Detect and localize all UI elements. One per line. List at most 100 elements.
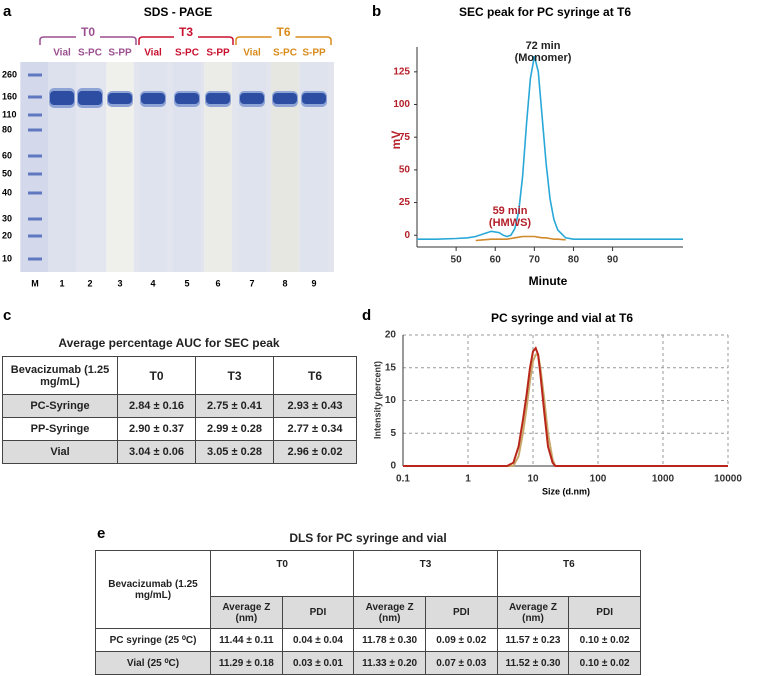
y-tick-label: 25 <box>399 197 411 208</box>
bracket-gap <box>174 33 198 41</box>
marker-label: 20 <box>2 230 12 240</box>
table-row: PP-Syringe 2.90 ± 0.37 2.99 ± 0.28 2.77 ± 0… <box>2 417 357 441</box>
header-cell: T0 <box>117 356 196 395</box>
table-cell: 3.05 ± 0.28 <box>195 440 274 464</box>
marker-label: 110 <box>2 109 17 119</box>
lane-number: 6 <box>215 278 220 288</box>
x-tick-label: 10000 <box>714 474 742 485</box>
annotation: 59 min <box>493 205 528 217</box>
y-tick-label: 0 <box>390 461 396 472</box>
series-line <box>417 56 683 240</box>
lane-number: 5 <box>184 278 189 288</box>
lane-number: 4 <box>150 278 155 288</box>
lane-number: 9 <box>311 278 316 288</box>
marker-label: 80 <box>2 124 12 134</box>
x-tick-label: 70 <box>529 255 541 266</box>
table-c: Average percentage AUC for SEC peak Bevac… <box>2 333 357 464</box>
y-tick-label: 50 <box>399 165 411 176</box>
subheader-cell: Average Z (nm) <box>210 596 283 629</box>
x-tick-label: 100 <box>590 474 607 485</box>
ladder-band <box>28 217 42 221</box>
table-cell: PP-Syringe <box>2 417 118 441</box>
gel-band <box>78 91 102 105</box>
lane-label: Vial <box>243 48 261 59</box>
x-tick-label: 10 <box>527 474 539 485</box>
ladder-band <box>28 73 42 77</box>
y-tick-label: 0 <box>404 230 410 241</box>
series-line <box>403 346 728 467</box>
subheader-cell: PDI <box>281 596 355 629</box>
lane-label: S-PP <box>302 48 326 59</box>
gel-lane <box>21 62 49 272</box>
annotation: (Monomer) <box>515 52 572 64</box>
y-tick-label: 75 <box>399 132 411 143</box>
table-cell: 11.33 ± 0.20 <box>353 651 426 675</box>
table-cell: 2.90 ± 0.37 <box>117 417 196 441</box>
y-tick-label: 10 <box>385 395 397 406</box>
gel-band <box>175 93 199 104</box>
lane-number: 2 <box>87 278 92 288</box>
table-row: PC-Syringe 2.84 ± 0.16 2.75 ± 0.41 2.93 ± 0… <box>2 394 357 418</box>
lane-number: 1 <box>59 278 64 288</box>
lane-number: 7 <box>249 278 254 288</box>
table-cell: 11.78 ± 0.30 <box>353 628 426 652</box>
table-cell: Vial <box>2 440 118 464</box>
table-cell: 0.04 ± 0.04 <box>281 628 355 652</box>
gel-band <box>108 93 132 104</box>
table-row: PC syringe (25 ⁰C) 11.44 ± 0.11 0.04 ± 0.0… <box>95 628 641 652</box>
marker-label: 60 <box>2 150 12 160</box>
table-cell: 0.03 ± 0.01 <box>281 651 355 675</box>
gel-band <box>302 93 326 104</box>
table-cell: 0.10 ± 0.02 <box>568 628 641 652</box>
y-tick-label: 125 <box>393 66 410 77</box>
lane-number: M <box>31 278 39 288</box>
series-line <box>403 353 728 467</box>
ladder-band <box>28 154 42 158</box>
marker-label: 10 <box>2 253 12 263</box>
table-cell: 2.93 ± 0.43 <box>273 394 357 418</box>
marker-label: 50 <box>2 168 12 178</box>
y-axis-label: mV <box>389 131 403 150</box>
panel-label: a <box>3 3 12 20</box>
gel-title: SDS - PAGE <box>144 5 212 19</box>
subheader-row: Average Z (nm) PDI Average Z (nm) PDI Averag… <box>96 596 641 629</box>
table: Bevacizumab (1.25 mg/mL) T0 T3 T6 PC-Syringe… <box>2 356 357 464</box>
y-tick-label: 20 <box>385 330 397 341</box>
subheader-cell: PDI <box>424 596 498 629</box>
gel-band <box>50 91 74 105</box>
table-cell: 2.96 ± 0.02 <box>273 440 357 464</box>
x-axis-label: Minute <box>529 274 568 288</box>
subheader-cell: PDI <box>568 596 641 629</box>
table-cell: Vial (25 ⁰C) <box>95 651 211 675</box>
table-cell: 11.44 ± 0.11 <box>210 628 283 652</box>
series-line <box>475 235 566 242</box>
lane-label: S-PC <box>175 48 199 59</box>
table-cell: 2.84 ± 0.16 <box>117 394 196 418</box>
table-cell: 11.52 ± 0.30 <box>496 651 570 675</box>
table-cell: 3.04 ± 0.06 <box>117 440 196 464</box>
table-row: Vial 3.04 ± 0.06 3.05 ± 0.28 2.96 ± 0.02 <box>2 440 357 464</box>
x-tick-label: 1 <box>465 474 471 485</box>
lane-label: S-PP <box>206 48 230 59</box>
lane-label: Vial <box>53 48 71 59</box>
table-cell: 2.99 ± 0.28 <box>195 417 274 441</box>
table-cell: PC-Syringe <box>2 394 118 418</box>
y-axis-label: Intensity (percent) <box>372 361 382 439</box>
table-title: DLS for PC syringe and vial <box>289 531 447 545</box>
table-cell: 2.77 ± 0.34 <box>273 417 357 441</box>
table-cell: 11.29 ± 0.18 <box>210 651 283 675</box>
corner-cell: Bevacizumab (1.25 mg/mL) <box>95 550 211 629</box>
table-cell: PC syringe (25 ⁰C) <box>95 628 211 652</box>
subheader-cell: Average Z (nm) <box>353 596 426 629</box>
lane-label: S-PC <box>273 48 297 59</box>
group-row: Bevacizumab (1.25 mg/mL) T0 T3 T6 <box>95 550 642 629</box>
table: Bevacizumab (1.25 mg/mL) T0 T3 T6 Average Z … <box>95 550 642 675</box>
annotation: (HMWS) <box>489 217 531 229</box>
ladder-band <box>28 95 42 99</box>
x-tick-label: 1000 <box>652 474 675 485</box>
lane-label: S-PC <box>78 48 102 59</box>
group-cell: T6 <box>496 550 642 597</box>
table-cell: 0.09 ± 0.02 <box>424 628 498 652</box>
table-title: Average percentage AUC for SEC peak <box>58 336 280 350</box>
